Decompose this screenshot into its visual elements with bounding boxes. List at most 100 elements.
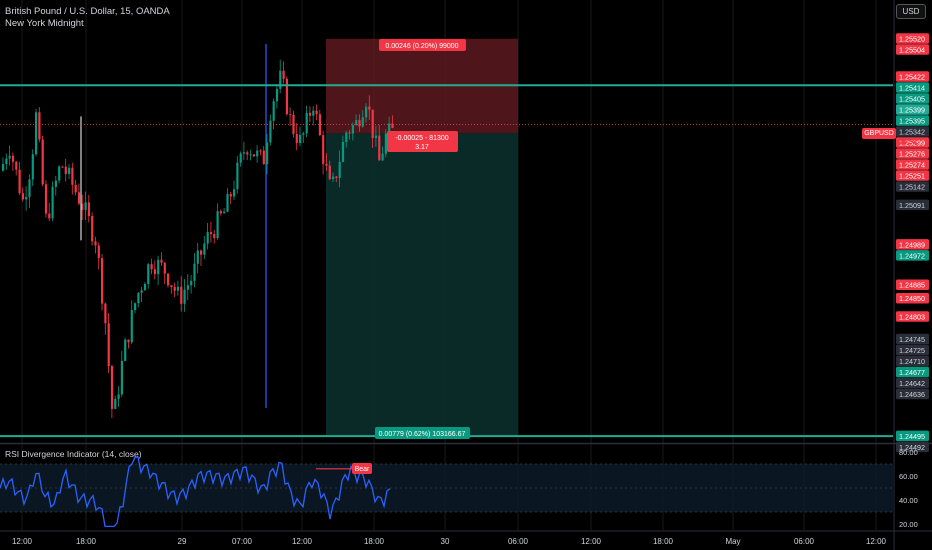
candle — [226, 188, 229, 213]
entry-label-line2: 3.17 — [415, 144, 429, 151]
candle — [143, 282, 147, 291]
candle — [64, 158, 67, 182]
svg-text:1.25405: 1.25405 — [899, 94, 925, 103]
time-axis-label: 29 — [178, 537, 187, 546]
svg-text:1.24492: 1.24492 — [899, 443, 925, 452]
candle — [58, 165, 61, 184]
candle — [371, 109, 374, 148]
candle — [15, 160, 18, 176]
price-axis-label: 1.24677 — [896, 366, 929, 378]
time-axis-label: 12:00 — [581, 537, 602, 546]
price-axis-label: 1.25251 — [896, 170, 929, 181]
svg-text:1.25395: 1.25395 — [899, 116, 925, 125]
svg-text:1.24885: 1.24885 — [899, 281, 925, 290]
candle — [229, 191, 232, 205]
price-axis-label: 1.24885 — [896, 279, 929, 290]
candle — [335, 175, 338, 182]
svg-text:1.24495: 1.24495 — [899, 432, 925, 441]
time-axis-label: 18:00 — [76, 537, 97, 546]
candle — [216, 203, 219, 240]
currency-button[interactable]: USD — [896, 4, 926, 19]
candle — [315, 104, 318, 121]
candle — [308, 106, 312, 123]
candle — [167, 272, 170, 288]
candle — [279, 59, 282, 94]
time-axis-label: 06:00 — [794, 537, 815, 546]
candle — [332, 172, 335, 182]
candle — [2, 157, 5, 172]
svg-text:1.24989: 1.24989 — [899, 240, 925, 249]
candle — [259, 149, 262, 156]
candle — [374, 125, 378, 147]
candle — [200, 249, 203, 267]
time-axis-label: 12:00 — [292, 537, 313, 546]
candle — [292, 110, 295, 138]
candle — [391, 115, 394, 129]
time-axis-label: 06:00 — [508, 537, 529, 546]
price-axis-label: 1.24745 — [896, 333, 929, 345]
candle — [97, 242, 100, 270]
price-axis-label: 1.24972 — [896, 250, 929, 261]
candle — [77, 183, 81, 206]
take-profit-zone — [326, 133, 518, 437]
candle — [252, 154, 255, 157]
symbol-price-tag: GBPUSD — [862, 128, 896, 139]
price-axis-label: 1.24989 — [896, 239, 929, 250]
price-axis-label: 1.25504 — [896, 44, 929, 55]
countdown-label: 10:53 — [899, 139, 917, 146]
candle — [338, 150, 341, 188]
svg-text:1.24803: 1.24803 — [899, 312, 925, 321]
candle — [180, 276, 183, 312]
candle — [18, 161, 21, 196]
stop-label-box — [379, 39, 466, 51]
candle — [41, 135, 44, 187]
candle — [107, 313, 110, 373]
rsi-line — [0, 456, 391, 528]
time-axis-label: 30 — [441, 537, 450, 546]
candle — [71, 162, 74, 195]
svg-text:1.25251: 1.25251 — [899, 171, 925, 180]
candle — [101, 253, 104, 311]
rsi-axis-label: 20.00 — [899, 520, 918, 529]
candle — [68, 163, 71, 180]
svg-text:1.24745: 1.24745 — [899, 335, 925, 344]
candle — [206, 222, 209, 250]
price-axis-label: 1.25405 — [896, 93, 929, 104]
candle — [203, 235, 206, 260]
candle — [242, 141, 246, 161]
candle — [239, 151, 242, 167]
stop-label: 0.00246 (0.20%) 99000 — [385, 43, 458, 50]
bear-label-box — [352, 463, 372, 474]
svg-text:1.25274: 1.25274 — [899, 160, 925, 169]
svg-text:1.25342: 1.25342 — [899, 127, 925, 136]
candle — [74, 179, 77, 196]
candle — [325, 153, 328, 171]
candle — [130, 300, 133, 344]
candle — [186, 274, 189, 300]
svg-text:1.24642: 1.24642 — [899, 379, 925, 388]
price-axis-label: 1.24642 — [896, 377, 929, 389]
candle — [381, 146, 384, 162]
candle — [193, 253, 196, 288]
candle — [28, 174, 31, 209]
price-axis-label: 1.25276 — [896, 148, 929, 159]
candle — [5, 153, 8, 170]
candle — [322, 130, 325, 175]
svg-text:1.24972: 1.24972 — [899, 251, 925, 260]
candle — [25, 186, 28, 211]
candle — [233, 180, 236, 201]
svg-text:1.25399: 1.25399 — [899, 105, 925, 114]
candle — [114, 395, 117, 410]
svg-text:1.24725: 1.24725 — [899, 346, 925, 355]
candle — [153, 260, 156, 280]
candle — [170, 284, 173, 295]
candle — [190, 275, 193, 294]
price-axis-label: 1.25342 — [896, 126, 929, 137]
svg-text:1.25422: 1.25422 — [899, 72, 925, 81]
svg-text:1.24710: 1.24710 — [899, 357, 925, 366]
candle — [219, 209, 222, 216]
candle — [358, 114, 361, 132]
rsi-axis-label: 40.00 — [899, 496, 918, 505]
